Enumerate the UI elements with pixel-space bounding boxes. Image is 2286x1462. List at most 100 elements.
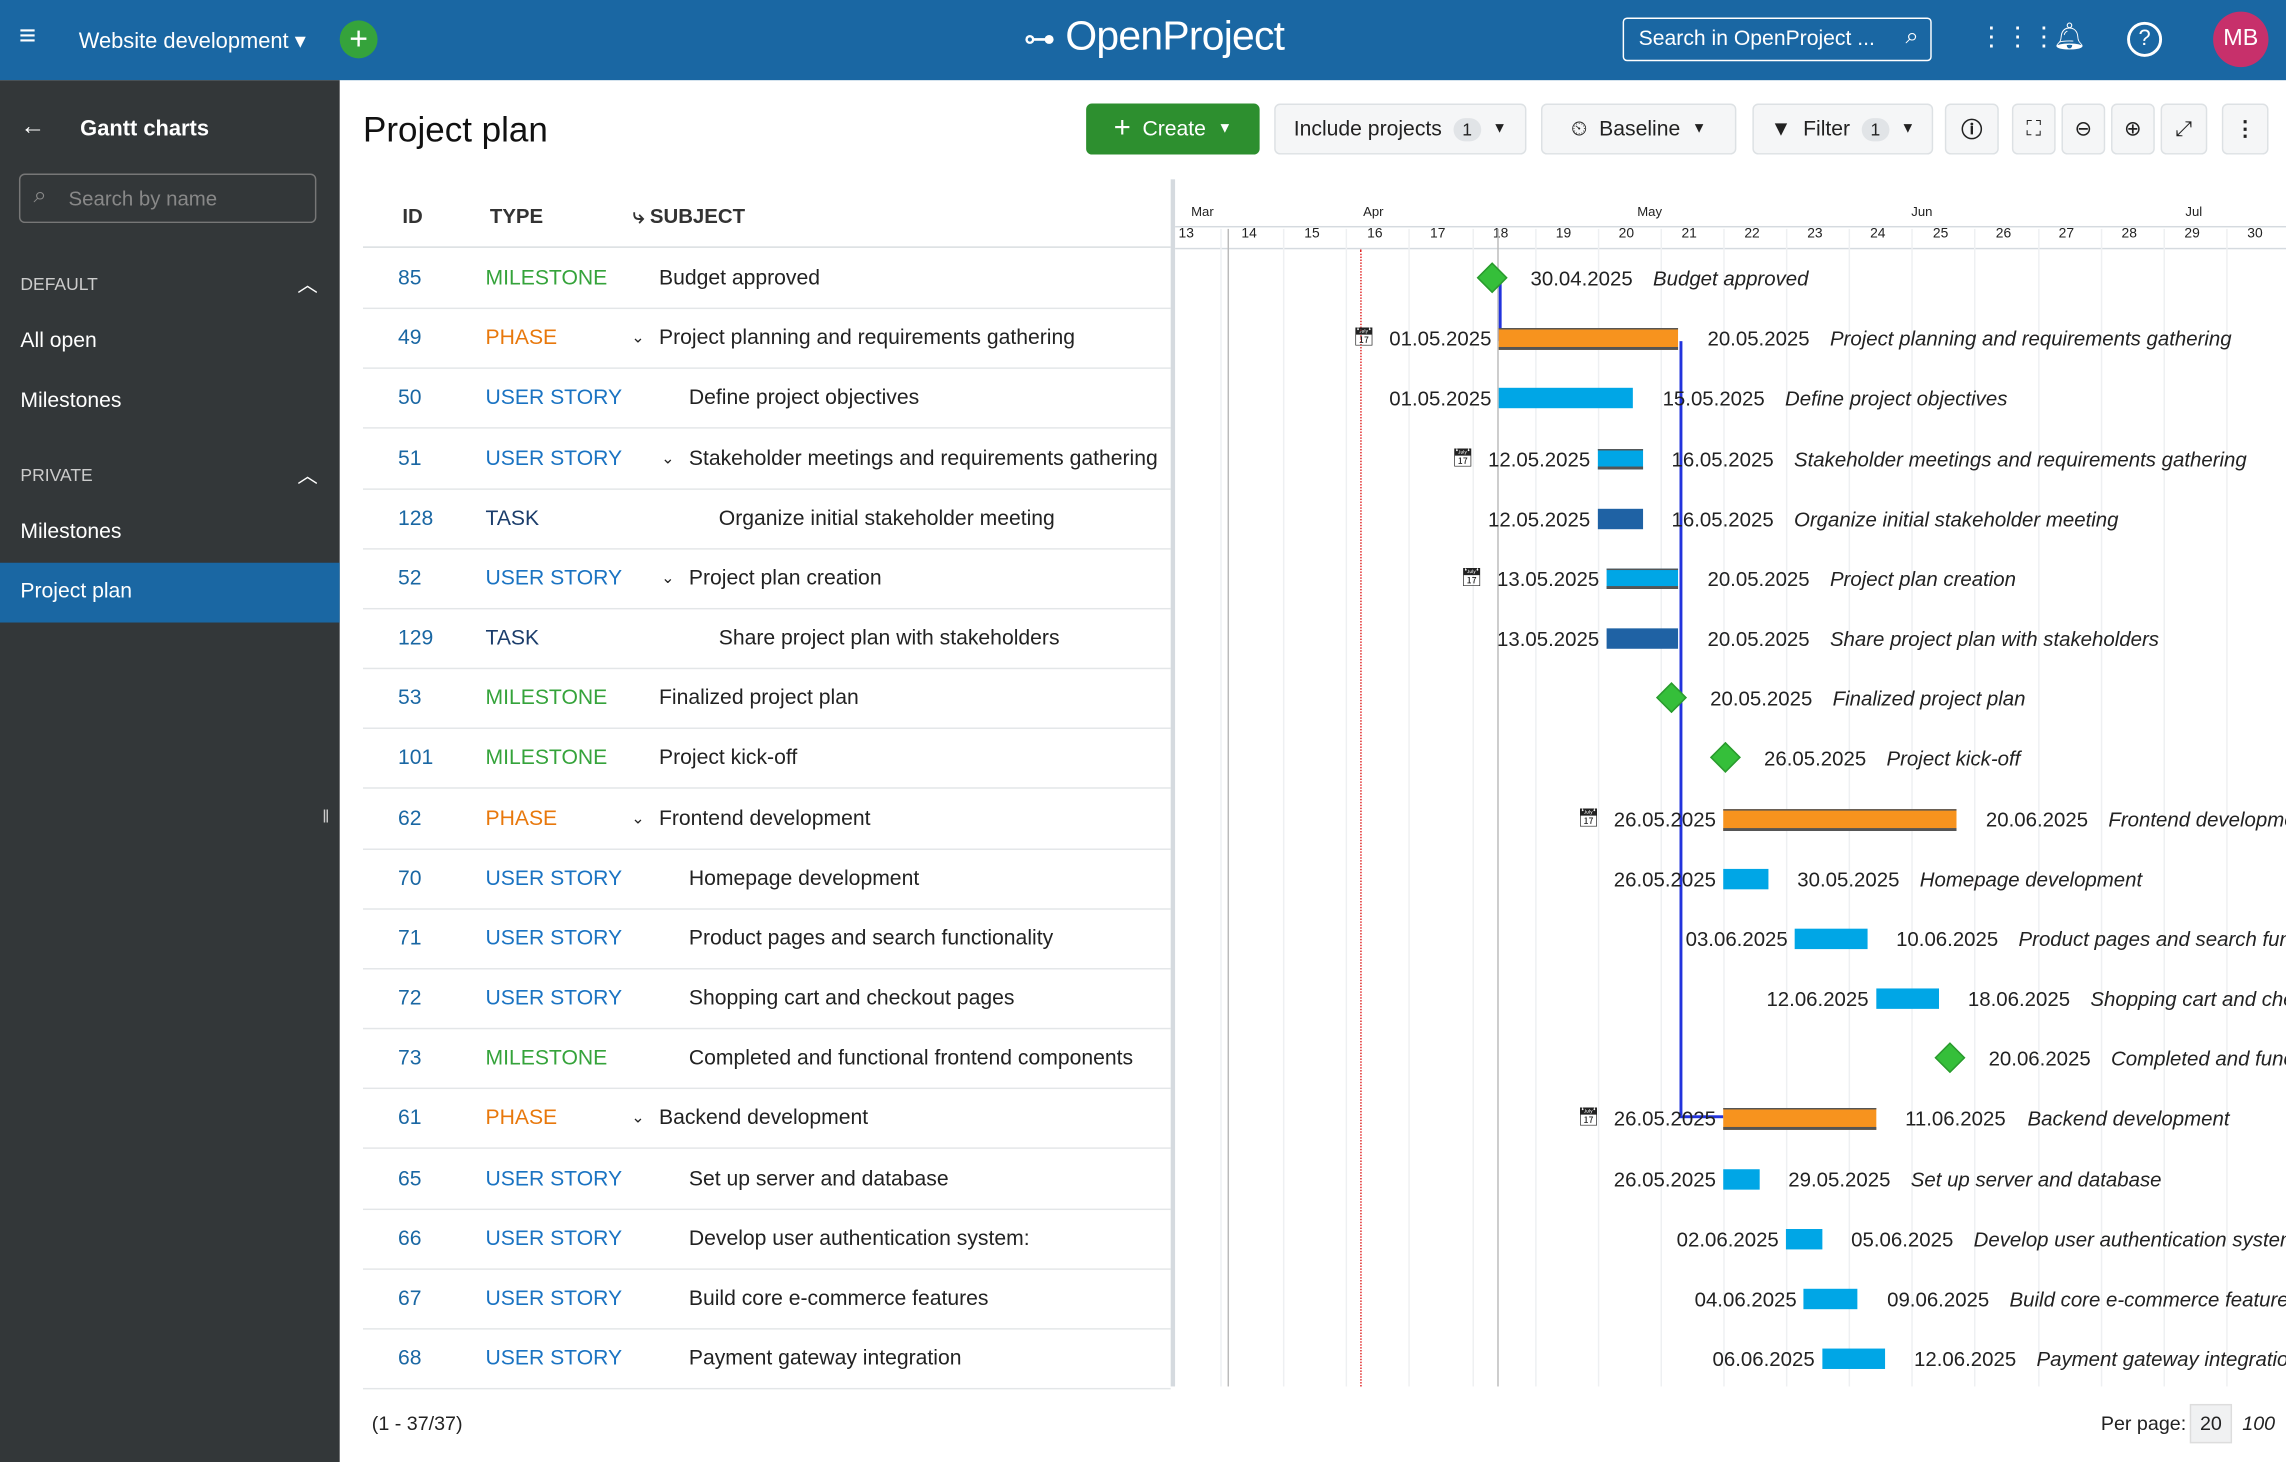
row-subject[interactable]: Stakeholder meetings and requirements ga… — [688, 446, 1158, 471]
back-arrow-icon[interactable]: ← — [20, 112, 46, 140]
per-page-20[interactable]: 20 — [2189, 1403, 2233, 1444]
splitter[interactable] — [1170, 179, 1176, 1387]
row-subject[interactable]: Payment gateway integration — [688, 1347, 962, 1371]
sidebar-item-milestones[interactable]: Milestones — [20, 389, 122, 413]
gantt-bar[interactable] — [1822, 1348, 1885, 1370]
milestone-diamond[interactable] — [1709, 742, 1741, 774]
chevron-up-icon[interactable]: ︿ — [297, 272, 318, 296]
table-row[interactable]: 70 USER STORY Homepage development — [363, 850, 1171, 910]
resize-handle[interactable]: ‖ — [322, 806, 330, 827]
project-selector[interactable]: Website development ▾ — [78, 29, 306, 54]
table-row[interactable]: 51 USER STORY ⌄ Stakeholder meetings and re… — [363, 429, 1171, 490]
gantt-bar[interactable] — [1875, 988, 1939, 1009]
col-type[interactable]: TYPE — [489, 204, 544, 228]
row-subject[interactable]: Project kick-off — [658, 746, 798, 771]
row-id[interactable]: 129 — [398, 626, 434, 651]
table-row[interactable]: 101 MILESTONE Project kick-off — [363, 729, 1171, 790]
table-row[interactable]: 68 USER STORY Payment gateway integration — [363, 1330, 1171, 1390]
gantt-bar[interactable] — [1795, 928, 1867, 949]
row-id[interactable]: 128 — [398, 506, 434, 531]
gantt-bar[interactable] — [1498, 388, 1634, 409]
fullscreen-button[interactable]: ⤢ — [2160, 103, 2208, 155]
chevron-down-icon[interactable]: ⌄ — [631, 809, 645, 828]
bell-icon[interactable]: 🔔︎ — [2052, 21, 2087, 52]
row-subject[interactable]: Frontend development — [658, 806, 871, 831]
row-id[interactable]: 61 — [398, 1107, 422, 1131]
section-default[interactable]: DEFAULT — [20, 274, 98, 295]
chevron-up-icon[interactable]: ︿ — [297, 463, 318, 487]
row-subject[interactable]: Completed and functional frontend compon… — [688, 1047, 1134, 1071]
row-subject[interactable]: Homepage development — [688, 866, 920, 891]
chevron-down-icon[interactable]: ⌄ — [661, 449, 675, 468]
row-id[interactable]: 72 — [398, 987, 422, 1011]
table-row[interactable]: 50 USER STORY Define project objectives — [363, 369, 1171, 430]
row-subject[interactable]: Product pages and search functionality — [688, 927, 1054, 951]
table-row[interactable]: 129 TASK Share project plan with stakehold… — [363, 609, 1171, 670]
gantt-bar[interactable] — [1606, 568, 1679, 589]
sidebar-item-all-open[interactable]: All open — [20, 329, 97, 353]
sidebar-item-project-plan[interactable]: Project plan — [0, 562, 340, 623]
gantt-bar[interactable] — [1606, 628, 1679, 649]
section-private[interactable]: PRIVATE — [20, 465, 93, 486]
table-row[interactable]: 53 MILESTONE Finalized project plan — [363, 669, 1171, 730]
gantt-bar[interactable] — [1786, 1228, 1822, 1250]
gantt-bar[interactable] — [1723, 868, 1769, 889]
gantt-bar[interactable] — [1723, 1168, 1760, 1189]
baseline-button[interactable]: ⏲ Baseline ▼ — [1541, 103, 1737, 155]
row-subject[interactable]: Project plan creation — [688, 566, 882, 591]
row-subject[interactable]: Budget approved — [658, 266, 821, 291]
row-id[interactable]: 50 — [398, 386, 422, 411]
table-row[interactable]: 72 USER STORY Shopping cart and checkout p… — [363, 970, 1171, 1030]
create-button[interactable]: + Create ▼ — [1086, 103, 1260, 155]
zoom-auto-button[interactable]: ⛶ — [2011, 103, 2056, 155]
row-id[interactable]: 71 — [398, 927, 422, 951]
row-id[interactable]: 65 — [398, 1167, 422, 1191]
row-id[interactable]: 68 — [398, 1347, 422, 1371]
table-row[interactable]: 62 PHASE ⌄ Frontend development — [363, 789, 1171, 850]
gantt-bar[interactable] — [1597, 508, 1643, 529]
global-search[interactable]: Search in OpenProject ... ⌕ — [1622, 17, 1932, 62]
openproject-logo[interactable]: ⊶ OpenProject — [1023, 13, 1285, 59]
gantt-bar[interactable] — [1723, 1108, 1876, 1131]
row-id[interactable]: 53 — [398, 686, 422, 711]
table-row[interactable]: 128 TASK Organize initial stakeholder meet… — [363, 489, 1171, 550]
table-row[interactable]: 67 USER STORY Build core e-commerce featur… — [363, 1270, 1171, 1330]
help-icon[interactable]: ? — [2127, 21, 2163, 57]
col-subject[interactable]: ⤷ SUBJECT — [632, 204, 746, 228]
gantt-bar[interactable] — [1723, 808, 1957, 831]
table-row[interactable]: 61 PHASE ⌄ Backend development — [363, 1090, 1171, 1150]
row-id[interactable]: 70 — [398, 866, 422, 891]
more-menu-button[interactable]: ⋮ — [2221, 103, 2269, 155]
row-subject[interactable]: Organize initial stakeholder meeting — [718, 506, 1055, 531]
menu-icon[interactable]: ≡ — [18, 20, 36, 53]
table-row[interactable]: 71 USER STORY Product pages and search fun… — [363, 910, 1171, 970]
table-row[interactable]: 65 USER STORY Set up server and database — [363, 1150, 1171, 1210]
chevron-down-icon[interactable]: ⌄ — [631, 329, 645, 348]
col-id[interactable]: ID — [402, 204, 423, 228]
row-id[interactable]: 62 — [398, 806, 422, 831]
filter-button[interactable]: ▼ Filter 1 ▼ — [1752, 103, 1934, 155]
info-button[interactable]: ⓘ — [1944, 103, 1999, 155]
row-id[interactable]: 49 — [398, 326, 422, 351]
per-page-100[interactable]: 100 — [2242, 1412, 2276, 1435]
row-subject[interactable]: Backend development — [658, 1107, 869, 1131]
avatar[interactable]: MB — [2213, 11, 2269, 68]
table-row[interactable]: 49 PHASE ⌄ Project planning and requirement… — [363, 309, 1171, 370]
row-subject[interactable]: Shopping cart and checkout pages — [688, 987, 1015, 1011]
row-subject[interactable]: Finalized project plan — [658, 686, 859, 711]
row-id[interactable]: 85 — [398, 266, 422, 291]
row-subject[interactable]: Develop user authentication system: — [688, 1227, 1030, 1251]
milestone-diamond[interactable] — [1476, 262, 1508, 294]
row-id[interactable]: 67 — [398, 1287, 422, 1311]
row-id[interactable]: 66 — [398, 1227, 422, 1251]
row-id[interactable]: 101 — [398, 746, 434, 771]
row-id[interactable]: 52 — [398, 566, 422, 591]
modules-grid-icon[interactable]: ⋮⋮⋮ — [1978, 21, 2058, 52]
sidebar-item-private-milestones[interactable]: Milestones — [20, 520, 122, 544]
chevron-down-icon[interactable]: ⌄ — [661, 569, 675, 588]
table-row[interactable]: 66 USER STORY Develop user authentication … — [363, 1210, 1171, 1270]
milestone-diamond[interactable] — [1934, 1042, 1966, 1074]
row-subject[interactable]: Set up server and database — [688, 1167, 949, 1191]
include-projects-button[interactable]: Include projects 1 ▼ — [1274, 103, 1527, 155]
sidebar-search-input[interactable]: ⌕ Search by name — [18, 173, 317, 224]
